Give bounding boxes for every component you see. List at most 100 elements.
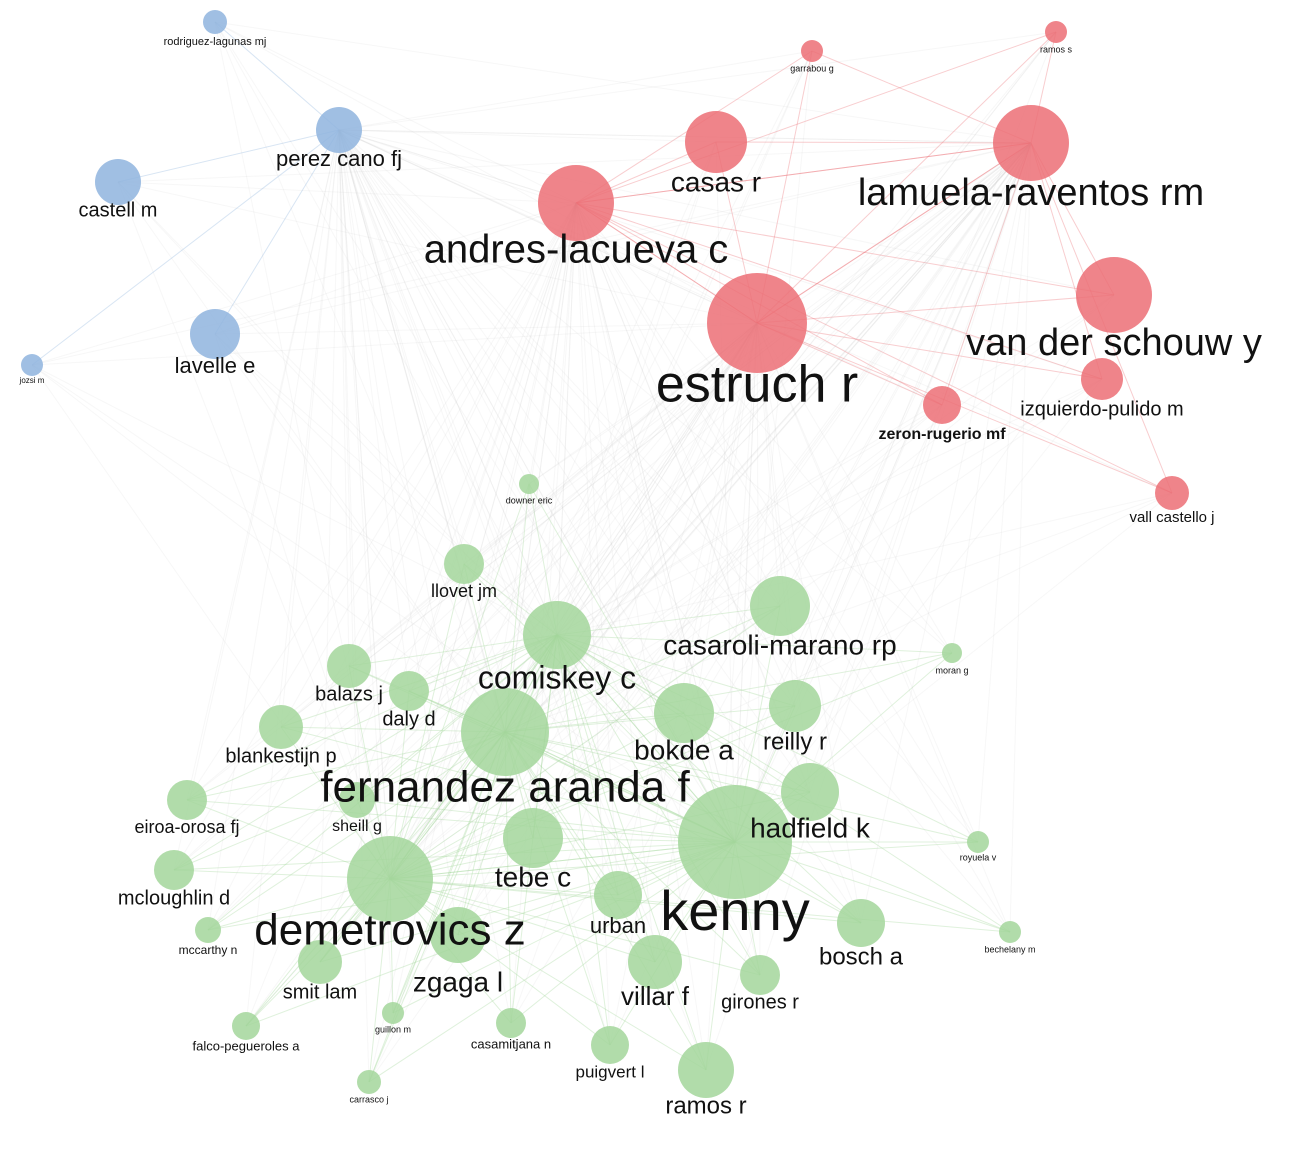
edge <box>556 322 758 636</box>
node <box>1081 358 1123 400</box>
edge <box>575 202 1011 933</box>
edge <box>117 181 558 636</box>
edge <box>504 202 577 733</box>
edge <box>173 841 736 871</box>
edge <box>207 202 577 931</box>
node-label: downer eric <box>506 495 553 505</box>
node-label: jozsi m <box>19 376 45 385</box>
edge <box>575 202 1103 380</box>
edge <box>654 322 758 963</box>
edge <box>245 841 736 1027</box>
edge <box>245 129 340 1027</box>
edge <box>356 634 558 801</box>
node <box>382 1002 404 1024</box>
node-label: urban <box>590 913 646 938</box>
edge <box>117 181 758 324</box>
edge <box>389 605 781 880</box>
node-label: fernandez aranda f <box>320 763 690 812</box>
edge <box>214 21 340 131</box>
edge <box>348 202 577 667</box>
node <box>750 576 810 636</box>
edge <box>556 634 979 843</box>
edge <box>338 129 459 936</box>
edge <box>457 202 577 936</box>
edge <box>173 129 340 871</box>
edge <box>338 129 577 204</box>
node <box>496 1008 526 1038</box>
edge <box>389 483 530 880</box>
node <box>993 105 1069 181</box>
edge <box>338 129 1103 380</box>
edge <box>1009 142 1032 933</box>
edge <box>575 202 781 607</box>
edge <box>392 142 1032 1014</box>
edge <box>504 731 611 1046</box>
edge <box>756 31 1057 324</box>
node <box>21 354 43 376</box>
edge <box>31 322 758 366</box>
edge <box>338 129 943 406</box>
edge <box>389 50 813 880</box>
node-label: van der schouw y <box>966 322 1262 364</box>
edge <box>734 322 758 843</box>
node <box>444 544 484 584</box>
edge <box>756 294 1115 324</box>
edge <box>556 31 1057 636</box>
edge <box>214 21 391 880</box>
edge <box>759 142 1032 976</box>
edge <box>214 322 758 335</box>
node-label: sheill g <box>332 818 382 835</box>
edge <box>389 404 943 880</box>
edge <box>214 21 736 843</box>
edge <box>117 129 340 183</box>
edge <box>609 142 1032 1046</box>
edge <box>715 141 1032 144</box>
edge <box>117 181 391 880</box>
edge <box>756 142 1032 324</box>
node <box>95 159 141 205</box>
node-label: ramos r <box>665 1092 746 1119</box>
node <box>999 921 1021 943</box>
edge <box>734 378 1103 843</box>
edge <box>368 841 736 1083</box>
node-label: hadfield k <box>750 812 871 843</box>
node <box>781 763 839 821</box>
edge <box>245 202 577 1027</box>
edge <box>408 322 758 692</box>
edge <box>556 492 1173 636</box>
edge <box>504 492 1173 733</box>
edge <box>504 705 796 733</box>
edge <box>31 202 577 366</box>
edge <box>338 129 611 1046</box>
edge <box>319 129 340 963</box>
edge <box>338 31 1057 131</box>
edge <box>1030 142 1103 380</box>
edge <box>338 129 707 1071</box>
edge <box>368 202 577 1083</box>
node <box>923 386 961 424</box>
node <box>195 917 221 943</box>
edge <box>389 841 736 880</box>
node <box>942 643 962 663</box>
edge <box>338 129 506 733</box>
node-label: perez cano fj <box>276 146 402 171</box>
edge <box>338 129 862 924</box>
edge <box>463 202 577 565</box>
node <box>232 1012 260 1040</box>
edge <box>528 202 577 485</box>
node <box>678 785 792 899</box>
edge <box>734 404 943 843</box>
node <box>167 780 207 820</box>
node <box>967 831 989 853</box>
node-label: casas r <box>671 166 761 197</box>
edge <box>408 202 577 692</box>
edge <box>356 322 758 801</box>
edge <box>617 142 1032 896</box>
edge <box>280 142 1032 728</box>
edge <box>389 705 796 880</box>
edge <box>389 322 758 880</box>
edge <box>214 21 1032 144</box>
edge <box>338 129 1032 144</box>
edge <box>338 129 465 565</box>
node-label: rodriguez-lagunas mj <box>164 36 267 48</box>
